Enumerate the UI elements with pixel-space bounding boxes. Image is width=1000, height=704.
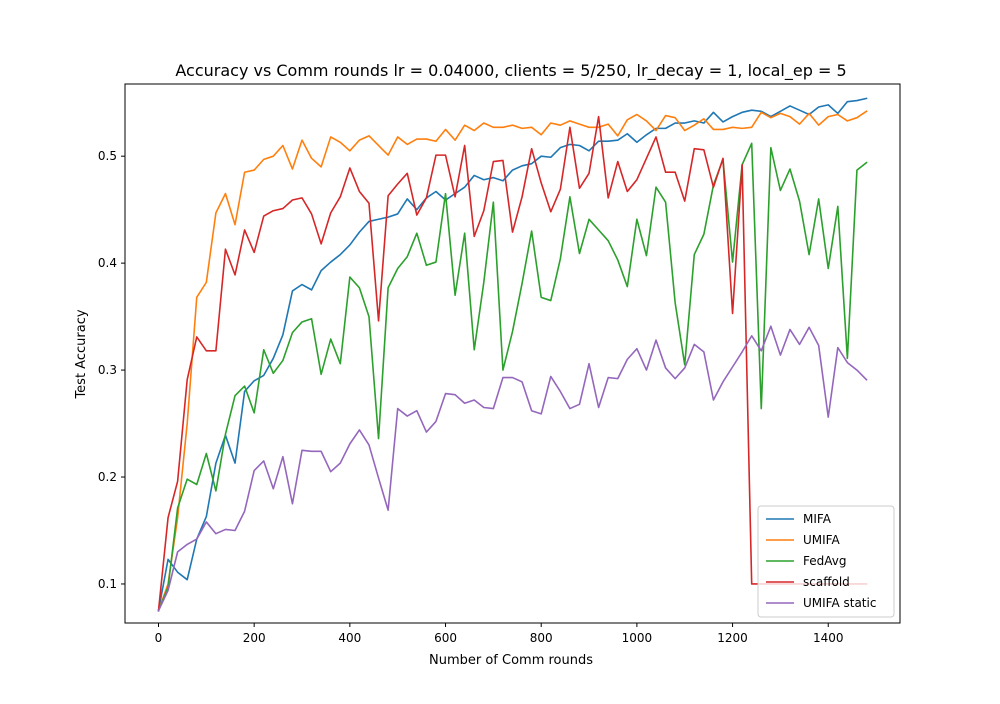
y-axis-label: Test Accuracy — [74, 309, 89, 399]
x-tick-label: 0 — [155, 631, 163, 645]
series-line-fedavg — [157, 142, 868, 612]
legend-label: FedAvg — [803, 554, 846, 568]
legend-label: scaffold — [803, 575, 850, 589]
y-tick-label: 0.4 — [98, 256, 117, 270]
axes-frame — [124, 83, 901, 624]
x-tick-label: 800 — [530, 631, 553, 645]
chart-title: Accuracy vs Comm rounds lr = 0.04000, cl… — [175, 61, 846, 81]
x-tick-label: 400 — [338, 631, 361, 645]
x-tick-label: 1200 — [717, 631, 748, 645]
legend-label: MIFA — [803, 512, 832, 526]
series-line-umifa — [157, 110, 868, 612]
y-tick-label: 0.3 — [98, 363, 117, 377]
x-tick-label: 1400 — [813, 631, 844, 645]
series-line-umifa-static — [157, 325, 868, 612]
x-axis-label: Number of Comm rounds — [429, 653, 593, 668]
legend-box — [757, 505, 895, 618]
y-tick-label: 0.1 — [98, 577, 117, 591]
x-tick-label: 1000 — [622, 631, 653, 645]
series-line-mifa — [157, 97, 868, 612]
plot-area: 0 200 400 600 800 1000 1200 1400 0.1 0.2 0.3 0.4 0.5 — [98, 83, 901, 645]
y-tick-label: 0.2 — [98, 470, 117, 484]
y-tick-label: 0.5 — [98, 149, 117, 163]
legend: MIFA UMIFA FedAvg scaffold UMIFA static — [757, 505, 895, 618]
series-line-scaffold — [157, 115, 868, 612]
legend-label: UMIFA — [803, 533, 840, 547]
x-tick-label: 600 — [434, 631, 457, 645]
legend-label: UMIFA static — [803, 596, 876, 610]
x-tick-label: 200 — [243, 631, 266, 645]
